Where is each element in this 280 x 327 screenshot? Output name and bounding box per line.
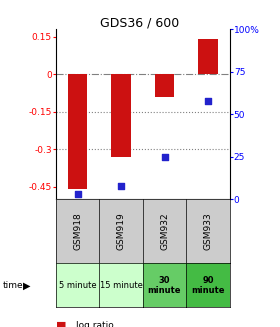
Text: GDS36 / 600: GDS36 / 600 [100, 16, 180, 29]
Point [119, 183, 123, 188]
Point [206, 98, 210, 103]
Text: log ratio: log ratio [76, 321, 113, 327]
Bar [68, 75, 87, 189]
Point [162, 154, 167, 160]
Bar [111, 75, 131, 157]
Bar [198, 40, 218, 75]
Text: time: time [3, 281, 24, 290]
Point [75, 192, 80, 197]
Text: GSM933: GSM933 [203, 213, 213, 250]
Text: ▶: ▶ [23, 280, 30, 290]
Bar [155, 75, 174, 97]
Text: GSM932: GSM932 [160, 213, 169, 250]
Text: GSM918: GSM918 [73, 213, 82, 250]
Text: GSM919: GSM919 [116, 213, 126, 250]
Text: 90
minute: 90 minute [191, 276, 225, 295]
Text: 30
minute: 30 minute [148, 276, 181, 295]
Text: ■: ■ [56, 320, 67, 327]
Text: 15 minute: 15 minute [100, 281, 143, 290]
Text: 5 minute: 5 minute [59, 281, 97, 290]
